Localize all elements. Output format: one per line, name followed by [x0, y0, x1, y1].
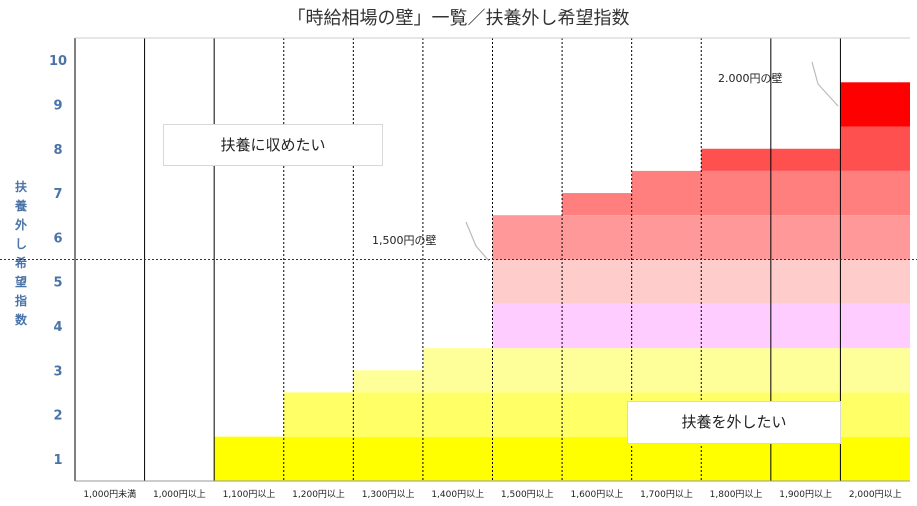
- y-tick-label-10: 10: [49, 54, 67, 69]
- x-tick-label-4: 1,300円以上: [362, 489, 415, 500]
- bar-segment-7-4: [562, 259, 632, 304]
- x-tick-label-10: 1,900円以上: [779, 489, 832, 500]
- bar-segment-11-2: [840, 348, 910, 393]
- x-tick-label-7: 1,600円以上: [570, 489, 623, 500]
- y-axis-label: 扶養外し希望指数: [14, 180, 27, 327]
- bar-segment-11-5: [840, 215, 910, 260]
- bar-segment-6-1: [492, 392, 563, 437]
- x-tick-label-8: 1,700円以上: [640, 489, 693, 500]
- bar-segment-11-3: [840, 303, 910, 349]
- bar-segment-10-3: [770, 303, 841, 349]
- bar-segment-10-0: [770, 436, 841, 481]
- y-tick-label-1: 1: [53, 453, 62, 468]
- y-tick-label-3: 3: [53, 364, 62, 379]
- y-tick-label-9: 9: [53, 98, 62, 113]
- bar-segment-8-0: [631, 436, 702, 481]
- bar-segment-5-0: [422, 436, 493, 481]
- bar-segment-9-0: [701, 436, 771, 481]
- bar-segment-9-6: [701, 170, 771, 216]
- chart-title: 「時給相場の壁」一覧／扶養外し希望指数: [287, 8, 630, 29]
- bar-segment-10-6: [770, 170, 841, 216]
- y-tick-label-5: 5: [53, 276, 62, 291]
- bar-segment-8-5: [631, 215, 702, 260]
- x-tick-label-9: 1,800円以上: [710, 489, 763, 500]
- y-tick-label-2: 2: [53, 409, 62, 424]
- bar-segment-4-0: [353, 436, 423, 481]
- x-tick-label-2: 1,100円以上: [223, 489, 276, 500]
- bar-segment-2-0: [214, 436, 284, 481]
- annotation-1500-leader: [465, 221, 490, 262]
- bar-segment-10-5: [770, 215, 841, 260]
- bar-segment-11-1: [840, 392, 910, 437]
- bar-segment-8-6: [631, 170, 702, 216]
- x-tick-label-3: 1,200円以上: [292, 489, 345, 500]
- x-tick-label-6: 1,500円以上: [501, 489, 554, 500]
- bar-segment-6-2: [492, 348, 563, 393]
- bar-segment-11-6: [840, 170, 910, 216]
- bar-segment-4-2: [353, 370, 423, 393]
- bar-segment-11-8: [840, 82, 910, 127]
- bar-segment-10-2: [770, 348, 841, 393]
- bar-segment-11-7: [840, 126, 910, 171]
- bar-segment-11-0: [840, 436, 910, 481]
- annotation-keep-dependent: 扶養に収めたい: [163, 124, 383, 166]
- annotation-2000-wall: 2.000円の壁: [718, 72, 783, 85]
- annotation-1500-wall: 1,500円の壁: [372, 234, 437, 247]
- bar-segment-6-3: [492, 303, 563, 349]
- bar-segment-7-5: [562, 215, 632, 260]
- y-tick-label-6: 6: [53, 231, 62, 246]
- y-tick-label-7: 7: [53, 187, 62, 202]
- bar-segment-9-4: [701, 259, 771, 304]
- bar-segment-3-1: [283, 392, 354, 437]
- bar-segment-5-2: [422, 348, 493, 393]
- bar-segment-9-7: [701, 148, 771, 171]
- bar-segment-11-4: [840, 259, 910, 304]
- y-tick-label-8: 8: [53, 143, 62, 158]
- bar-segment-9-5: [701, 215, 771, 260]
- bar-segment-10-7: [770, 148, 841, 171]
- bar-segment-8-2: [631, 348, 702, 393]
- annotation-leave-dependent: 扶養を外したい: [627, 401, 841, 444]
- bar-segment-6-0: [492, 436, 563, 481]
- x-tick-label-0: 1,000円未満: [83, 488, 136, 500]
- bar-segment-10-4: [770, 259, 841, 304]
- bar-segment-7-6: [562, 193, 632, 216]
- bar-segment-6-5: [492, 215, 563, 260]
- bar-segment-7-1: [562, 392, 632, 437]
- bar-segment-6-4: [492, 259, 563, 304]
- y-tick-label-4: 4: [53, 320, 62, 335]
- bar-segment-5-1: [422, 392, 493, 437]
- bar-segment-9-2: [701, 348, 771, 393]
- bar-segment-7-2: [562, 348, 632, 393]
- bar-segment-7-3: [562, 303, 632, 349]
- x-tick-label-5: 1,400円以上: [431, 489, 484, 500]
- bar-segment-8-3: [631, 303, 702, 349]
- bar-segment-4-1: [353, 392, 423, 437]
- annotation-2000-leader: [811, 61, 839, 107]
- bar-segment-9-3: [701, 303, 771, 349]
- x-tick-label-1: 1,000円以上: [153, 489, 206, 500]
- bar-segment-3-0: [283, 436, 354, 481]
- bar-segment-7-0: [562, 436, 632, 481]
- bar-segment-8-4: [631, 259, 702, 304]
- x-tick-label-11: 2,000円以上: [849, 489, 902, 500]
